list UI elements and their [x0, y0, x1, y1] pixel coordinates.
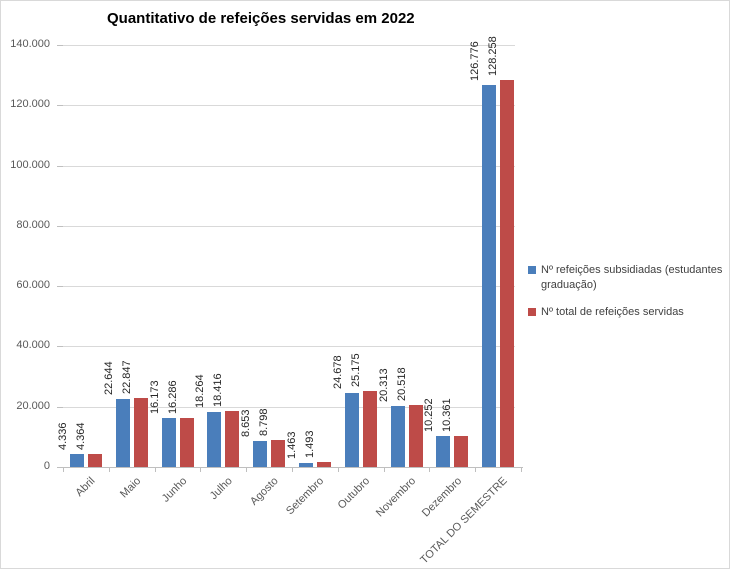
bar-total: [271, 440, 285, 467]
data-label: 8.653: [240, 409, 252, 437]
bar-subsidized: [207, 411, 221, 467]
bar-total: [317, 462, 331, 467]
legend-swatch-red-icon: [528, 308, 536, 316]
y-axis-tick: [57, 467, 63, 468]
y-axis-tick: [57, 166, 63, 167]
legend: Nº refeições subsidiadas (estudantes gra…: [528, 263, 724, 320]
x-axis-tick: [200, 468, 201, 472]
x-axis-tick: [338, 468, 339, 472]
x-axis-line: [63, 467, 523, 468]
y-axis-tick-label: 0: [43, 460, 50, 472]
bar-subsidized: [70, 453, 84, 467]
y-axis-tick-label: 20.000: [16, 400, 50, 412]
gridline: [63, 346, 515, 347]
gridline: [63, 45, 515, 46]
y-axis-tick-label: 140.000: [10, 38, 50, 50]
data-label: 16.173: [149, 380, 161, 414]
x-axis-tick: [155, 468, 156, 472]
data-label: 10.252: [423, 398, 435, 432]
bar-total: [454, 435, 468, 467]
bar-subsidized: [482, 84, 496, 467]
y-axis-tick-label: 80.000: [16, 219, 50, 231]
x-axis-category-label: Agosto: [247, 475, 281, 508]
y-axis-tick-label: 40.000: [16, 339, 50, 351]
legend-swatch-blue-icon: [528, 266, 536, 274]
data-label: 20.313: [378, 368, 390, 402]
y-axis-tick: [57, 346, 63, 347]
data-label: 22.847: [121, 360, 133, 394]
data-label: 128.258: [487, 36, 499, 76]
x-axis-tick: [292, 468, 293, 472]
x-axis-category-label: Abril: [73, 475, 98, 500]
legend-label-subsidized: Nº refeições subsidiadas (estudantes gra…: [541, 264, 723, 291]
x-axis-category-label: Outubro: [335, 475, 373, 512]
bar-subsidized: [345, 392, 359, 467]
data-label: 1.463: [286, 431, 298, 459]
bar-subsidized: [391, 405, 405, 467]
x-axis-tick: [521, 468, 522, 472]
gridline: [63, 166, 515, 167]
data-label: 18.264: [194, 374, 206, 408]
y-axis-tick: [57, 105, 63, 106]
bar-total: [180, 417, 194, 467]
y-axis-tick-label: 120.000: [10, 98, 50, 110]
bar-total: [500, 80, 514, 467]
bar-subsidized: [299, 462, 313, 467]
x-axis-category-label: Setembro: [284, 475, 327, 518]
data-label: 8.798: [258, 408, 270, 436]
data-label: 4.364: [75, 422, 87, 450]
legend-item-total: Nº total de refeições servidas: [528, 305, 724, 320]
bar-subsidized: [162, 418, 176, 467]
x-axis-category-label: Junho: [159, 475, 189, 505]
legend-label-total: Nº total de refeições servidas: [541, 306, 684, 318]
bar-total: [134, 398, 148, 467]
x-axis-tick: [475, 468, 476, 472]
legend-item-subsidized: Nº refeições subsidiadas (estudantes gra…: [528, 263, 724, 293]
x-axis-tick: [246, 468, 247, 472]
data-label: 126.776: [469, 41, 481, 81]
x-axis-tick: [429, 468, 430, 472]
gridline: [63, 286, 515, 287]
gridline: [63, 105, 515, 106]
x-axis-category-label: Dezembro: [419, 475, 464, 520]
x-axis-tick: [63, 468, 64, 472]
bar-total: [363, 391, 377, 467]
data-label: 16.286: [167, 380, 179, 414]
x-axis-category-label: Maio: [117, 475, 144, 501]
data-label: 4.336: [57, 422, 69, 450]
y-axis-tick: [57, 45, 63, 46]
data-label: 25.175: [350, 353, 362, 387]
y-axis-tick: [57, 407, 63, 408]
bar-subsidized: [253, 440, 267, 467]
y-axis-tick: [57, 226, 63, 227]
y-axis-tick-label: 100.000: [10, 159, 50, 171]
data-label: 10.361: [441, 398, 453, 432]
y-axis-tick-label: 60.000: [16, 279, 50, 291]
bar-total: [225, 411, 239, 467]
data-label: 24.678: [332, 355, 344, 389]
bar-total: [88, 453, 102, 467]
x-axis-category-label: Novembro: [373, 475, 418, 520]
gridline: [63, 226, 515, 227]
data-label: 1.493: [304, 430, 316, 458]
data-label: 22.644: [103, 361, 115, 395]
bar-subsidized: [116, 398, 130, 467]
bar-total: [409, 405, 423, 467]
gridline: [63, 407, 515, 408]
x-axis-category-label: TOTAL DO SEMESTRE: [418, 475, 510, 567]
chart-title: Quantitativo de refeições servidas em 20…: [107, 10, 415, 27]
x-axis-category-label: Julho: [207, 475, 235, 503]
y-axis-tick: [57, 286, 63, 287]
data-label: 18.416: [212, 373, 224, 407]
x-axis-tick: [109, 468, 110, 472]
bar-subsidized: [436, 436, 450, 467]
data-label: 20.518: [396, 367, 408, 401]
x-axis-tick: [384, 468, 385, 472]
